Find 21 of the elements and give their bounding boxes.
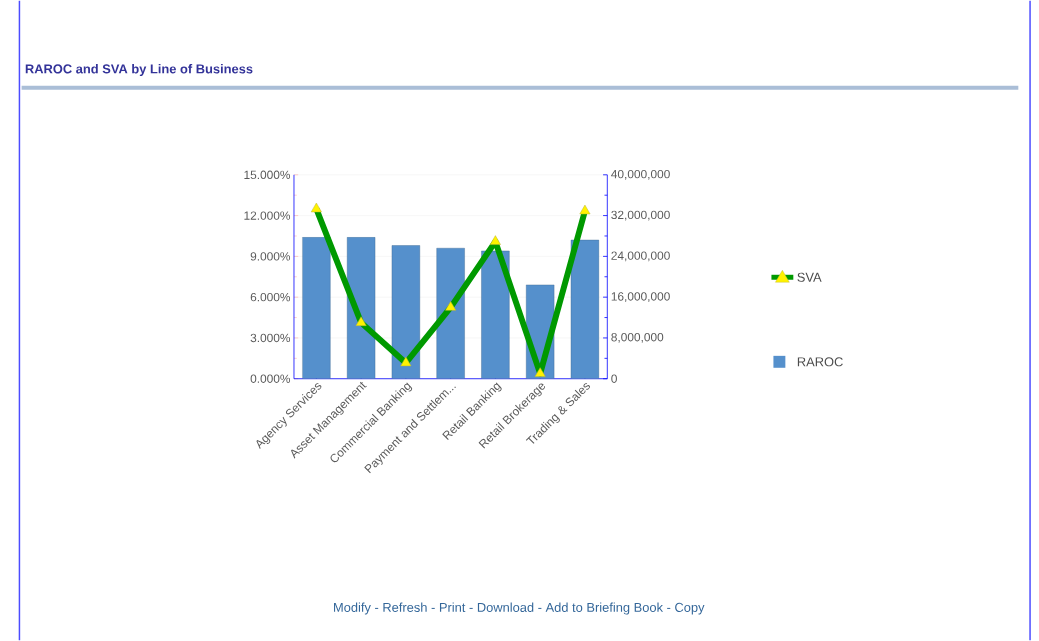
y-tick-label: 9.000%: [250, 252, 291, 261]
legend-label: RAROC: [797, 357, 843, 367]
y-tick-label: 3.000%: [250, 333, 291, 343]
y-tick-label: 6.000%: [250, 292, 291, 302]
y-tick-label: 0.000%: [250, 374, 291, 383]
text: RAROC and SVA by Line of Business: [25, 63, 253, 76]
bar: [391, 245, 421, 379]
y2-tick-label: 16,000,000: [611, 292, 670, 303]
y2-tick-label: 0: [611, 374, 617, 383]
y-tick-label: 12.000%: [244, 211, 291, 220]
text: Modify - Refresh - Print - Download - Add to Briefing Book - Copy: [334, 602, 705, 615]
y2-tick-label: 32,000,000: [611, 210, 670, 221]
bar: [436, 247, 465, 379]
bar: [570, 239, 600, 379]
legend-label: SVA: [797, 272, 822, 282]
bar: [346, 237, 376, 379]
y2-tick-label: 40,000,000: [611, 169, 670, 180]
bar: [302, 237, 331, 379]
y-tick-label: 15.000%: [244, 170, 291, 179]
y2-tick-label: 8,000,000: [611, 333, 664, 343]
y2-tick-label: 24,000,000: [611, 251, 670, 262]
